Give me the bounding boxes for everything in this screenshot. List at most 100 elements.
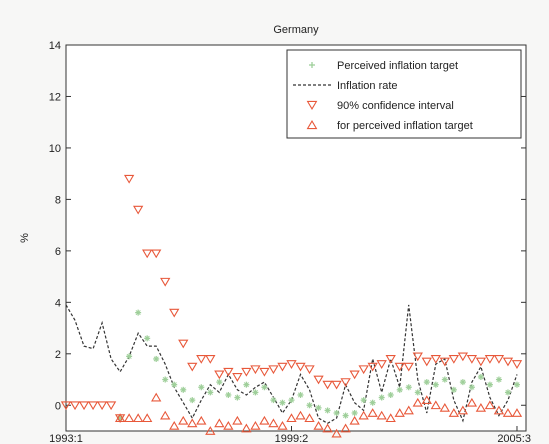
perceived-target-point xyxy=(432,381,439,388)
ci-upper-triangle xyxy=(96,401,108,411)
ci-lower-triangle xyxy=(123,413,135,423)
perceived-target-point xyxy=(171,381,178,388)
ci-upper-triangle xyxy=(331,380,342,390)
ci-upper-triangle xyxy=(232,373,243,382)
perceived-target-mark-d2 xyxy=(370,400,376,406)
perceived-target-mark-d2 xyxy=(153,356,159,362)
perceived-target-mark-d2 xyxy=(433,382,439,388)
perceived-target-mark-d2 xyxy=(415,389,421,395)
perceived-target-mark-d2 xyxy=(171,382,177,388)
ci-upper-triangle xyxy=(511,360,523,369)
perceived-target-point xyxy=(315,404,322,411)
ci-upper-triangle xyxy=(502,357,514,367)
ci-upper-triangle xyxy=(466,355,478,364)
perceived-target-mark-d2 xyxy=(216,379,222,385)
perceived-target-point xyxy=(378,394,385,401)
perceived-target-point xyxy=(486,381,493,388)
ci-lower-triangle xyxy=(169,420,180,430)
ci-upper-triangle xyxy=(169,308,180,318)
ci-upper-triangle xyxy=(475,357,487,367)
y-tick-label: 0 xyxy=(55,400,61,412)
ci-lower-triangle xyxy=(358,410,369,420)
ci-lower-triangle xyxy=(511,408,523,417)
perceived-target-point xyxy=(504,389,511,396)
ci-lower-triangle xyxy=(349,415,360,425)
perceived-target-point xyxy=(441,376,448,383)
perceived-target-point xyxy=(450,386,457,393)
ci-upper-triangle xyxy=(295,362,306,372)
perceived-target-point xyxy=(279,399,286,406)
ci-lower-triangle xyxy=(448,408,460,417)
perceived-target-mark-d2 xyxy=(162,376,168,383)
perceived-target-mark-d2 xyxy=(180,387,186,393)
perceived-target-point xyxy=(243,381,250,388)
ci-lower-triangle xyxy=(205,426,216,435)
ci-upper-triangle xyxy=(376,360,387,369)
perceived-target-point xyxy=(396,386,403,393)
perceived-target-mark-d2 xyxy=(424,379,430,385)
perceived-target-mark-d2 xyxy=(451,387,457,393)
perceived-target-mark-d2 xyxy=(207,389,213,395)
perceived-target-mark-d2 xyxy=(505,389,511,395)
ci-lower-triangle xyxy=(250,420,261,430)
perceived-target-mark-d2 xyxy=(379,394,385,401)
perceived-target-point xyxy=(513,381,520,388)
perceived-target-point xyxy=(405,384,412,391)
ci-upper-triangle xyxy=(493,355,505,364)
ci-lower-triangle xyxy=(259,415,270,425)
series-layer xyxy=(60,174,523,438)
perceived-target-mark-d2 xyxy=(198,384,204,390)
ci-lower-triangle xyxy=(241,423,252,433)
ci-upper-triangle xyxy=(142,249,153,259)
y-tick-label: 8 xyxy=(55,194,61,206)
perceived-target-point xyxy=(324,407,331,414)
ci-lower-triangle xyxy=(475,402,487,412)
perceived-target-point xyxy=(261,384,268,391)
perceived-target-point xyxy=(153,355,160,362)
perceived-target-mark-d2 xyxy=(270,397,277,403)
perceived-target-mark-d2 xyxy=(352,410,358,416)
perceived-target-point xyxy=(135,309,142,316)
perceived-target-mark-d2 xyxy=(126,353,132,359)
ci-lower-triangle xyxy=(223,420,234,430)
perceived-target-mark-d2 xyxy=(252,389,258,395)
perceived-target-mark-d2 xyxy=(388,392,394,398)
ci-lower-triangle xyxy=(340,423,351,433)
ci-upper-triangle xyxy=(132,205,144,215)
perceived-target-point xyxy=(144,335,151,342)
legend-entry-label: for perceived inflation target xyxy=(337,120,473,132)
ci-upper-triangle xyxy=(87,401,99,411)
y-tick-label: 10 xyxy=(49,143,61,155)
ci-lower-triangle xyxy=(151,392,162,402)
legend-entry-label: Perceived inflation target xyxy=(337,60,458,72)
ci-upper-triangle xyxy=(313,375,324,385)
perceived-target-point xyxy=(387,391,394,398)
ci-upper-triangle xyxy=(322,380,333,390)
ci-lower-triangle xyxy=(493,405,505,415)
ci-upper-triangle xyxy=(412,352,423,362)
perceived-target-point xyxy=(252,389,259,396)
ci-upper-triangle xyxy=(250,365,261,375)
perceived-target-mark-d2 xyxy=(361,397,367,403)
perceived-target-point xyxy=(234,394,241,401)
ci-upper-triangle xyxy=(367,362,378,372)
y-axis-label: % xyxy=(19,233,31,243)
ci-upper-triangle xyxy=(105,401,117,411)
ci-lower-triangle xyxy=(484,400,496,410)
perceived-target-point xyxy=(414,389,421,396)
ci-upper-triangle xyxy=(349,370,360,380)
ci-upper-triangle xyxy=(69,401,81,411)
ci-lower-triangle xyxy=(304,413,315,423)
perceived-target-mark-d2 xyxy=(288,397,295,403)
perceived-target-mark-d2 xyxy=(306,402,313,408)
ci-upper-triangle xyxy=(358,365,369,375)
ci-lower-triangle xyxy=(331,428,342,438)
ci-lower-triangle xyxy=(439,402,450,412)
perceived-target-point xyxy=(306,402,313,409)
perceived-target-mark-d2 xyxy=(189,397,195,403)
ci-lower-triangle xyxy=(421,395,432,405)
ci-upper-triangle xyxy=(187,362,198,372)
ci-lower-triangle xyxy=(385,413,396,423)
